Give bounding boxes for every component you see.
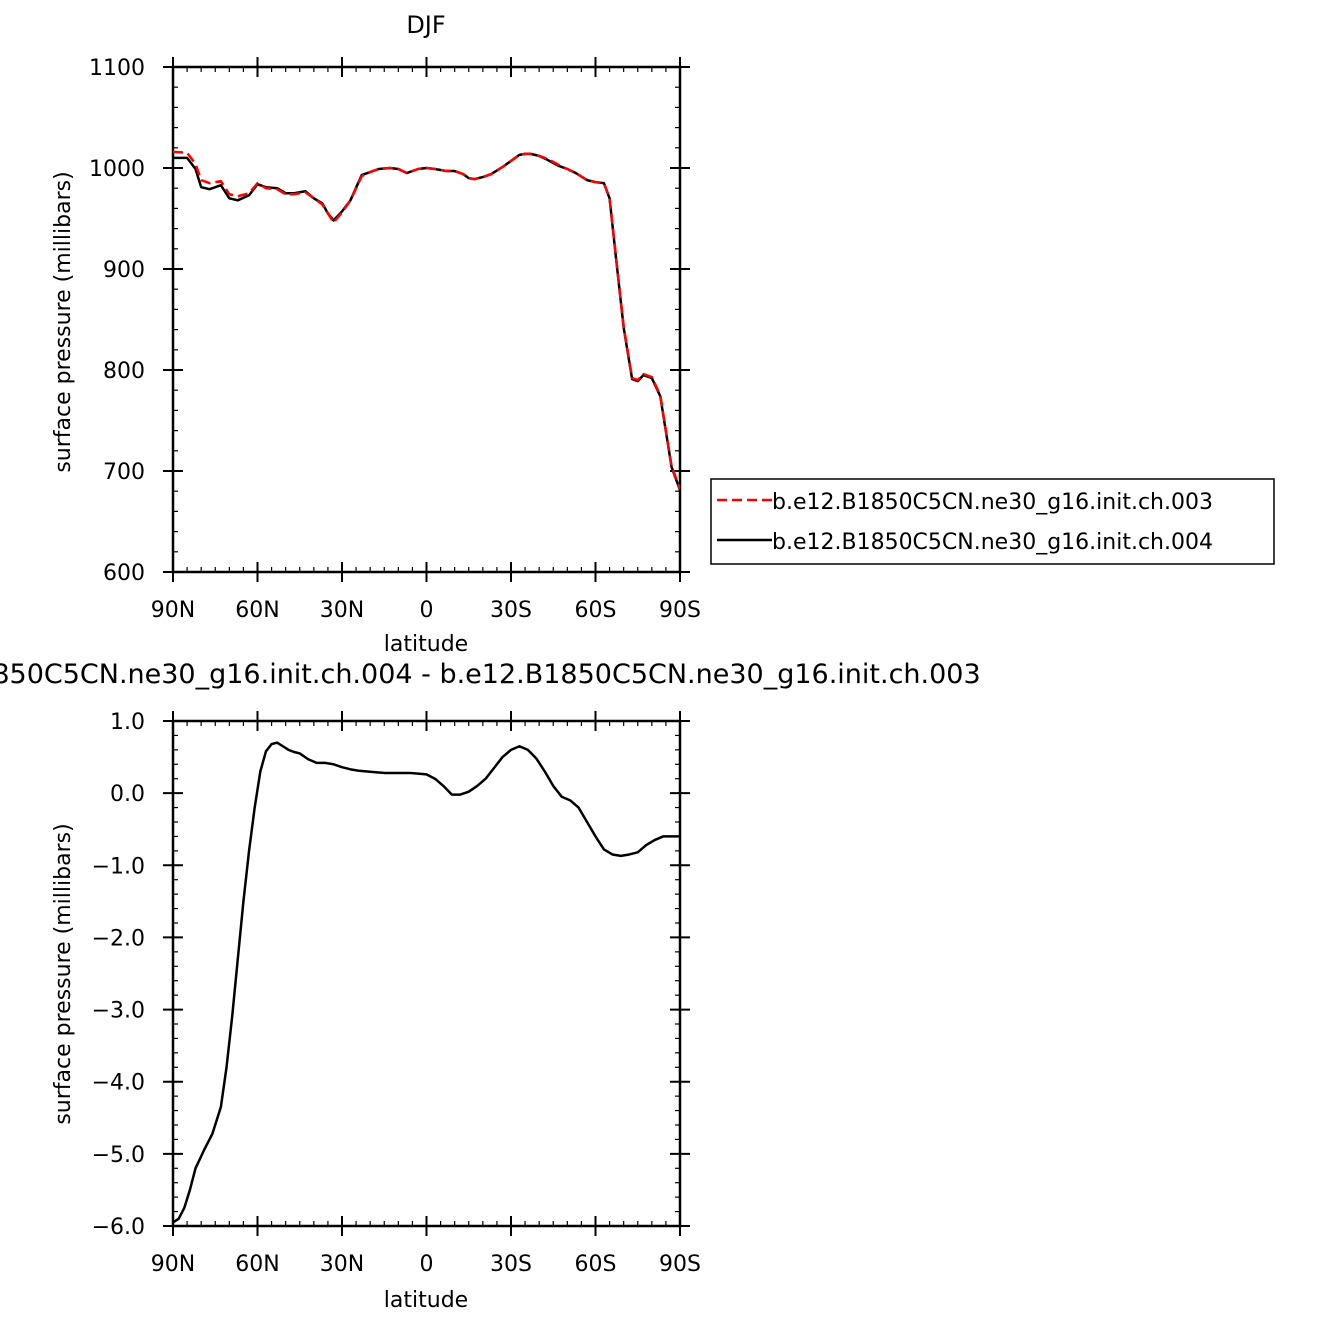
y-tick-label: 800	[103, 359, 145, 384]
x-tick-label: 0	[420, 1252, 434, 1277]
y-tick-label: 900	[103, 258, 145, 283]
top-panel-plot-area: 90N 60N 30N 0 30S 60S 90S 600 700 800 900 1000 1100	[89, 56, 701, 623]
y-tick-label: 1000	[89, 157, 145, 182]
legend-label-series-1: b.e12.B1850C5CN.ne30_g16.init.ch.003	[772, 490, 1213, 515]
top-panel-frame	[171, 65, 682, 574]
bottom-panel-plot-area: 90N 60N 30N 0 30S 60S 90S 1.0 0.0 −1.0 −2.0 −3.0 −4.…	[92, 710, 701, 1277]
y-tick-label: 1100	[89, 56, 145, 81]
y-tick-label: −5.0	[92, 1143, 145, 1168]
y-tick-label: 700	[103, 460, 145, 485]
legend: b.e12.B1850C5CN.ne30_g16.init.ch.003 b.e…	[710, 478, 1275, 565]
x-tick-label: 30S	[490, 598, 532, 623]
top-panel: DJF 90N 60N 30N 0 30S 60S 90S 600 700 800 900 1000 1…	[51, 11, 701, 657]
y-tick-label: −3.0	[92, 999, 145, 1024]
y-tick-label: 1.0	[110, 710, 145, 735]
y-tick-label: −6.0	[92, 1215, 145, 1240]
bottom-panel-series-line-1	[173, 741, 680, 1224]
x-tick-label: 30S	[490, 1252, 532, 1277]
bottom-panel: b.e12.B1850C5CN.ne30_g16.init.ch.004 - b…	[0, 659, 981, 1313]
top-panel-y-axis-label: surface pressure (millibars)	[51, 171, 76, 472]
bottom-panel-y-axis-label: surface pressure (millibars)	[51, 823, 76, 1124]
x-tick-label: 60S	[575, 598, 617, 623]
bottom-panel-x-axis-label: latitude	[384, 1288, 468, 1313]
y-tick-label: −2.0	[92, 926, 145, 951]
x-tick-label: 90S	[659, 598, 701, 623]
x-tick-label: 60N	[235, 598, 279, 623]
x-tick-label: 30N	[320, 1252, 364, 1277]
bottom-panel-frame	[171, 719, 682, 1228]
y-tick-label: 0.0	[110, 782, 145, 807]
x-tick-label: 0	[420, 598, 434, 623]
y-tick-label: −4.0	[92, 1071, 145, 1096]
bottom-panel-title: b.e12.B1850C5CN.ne30_g16.init.ch.004 - b…	[0, 659, 981, 690]
legend-label-series-2: b.e12.B1850C5CN.ne30_g16.init.ch.004	[772, 530, 1213, 555]
top-panel-title: DJF	[406, 11, 445, 39]
x-tick-label: 60S	[575, 1252, 617, 1277]
x-tick-label: 60N	[235, 1252, 279, 1277]
top-panel-x-axis-label: latitude	[384, 632, 468, 657]
x-tick-label: 90N	[151, 598, 195, 623]
x-tick-label: 90N	[151, 1252, 195, 1277]
top-panel-series-line-1	[173, 150, 680, 490]
y-tick-label: −1.0	[92, 854, 145, 879]
x-tick-label: 90S	[659, 1252, 701, 1277]
x-tick-label: 30N	[320, 598, 364, 623]
y-tick-label: 600	[103, 561, 145, 586]
top-panel-series-line-2	[173, 152, 680, 491]
legend-box	[710, 478, 1275, 565]
